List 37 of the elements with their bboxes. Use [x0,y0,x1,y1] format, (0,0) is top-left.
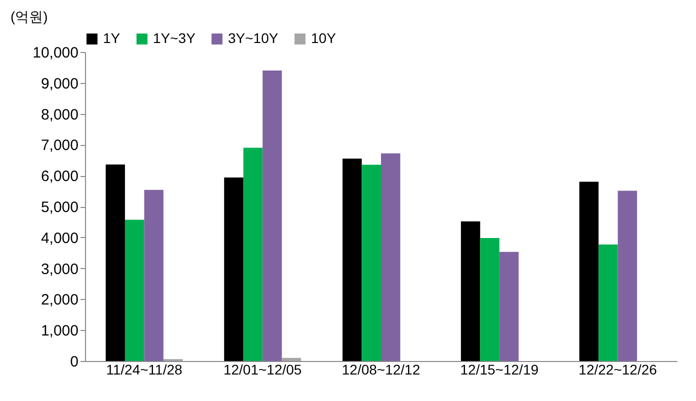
bar [106,164,125,361]
bar [144,190,164,361]
y-tick-label: 0 [70,354,78,370]
y-tick-label: 8,000 [40,106,78,124]
y-tick-label: 4,000 [40,230,78,247]
bar [262,70,282,361]
x-tick-label: 12/08~12/12 [342,362,420,378]
y-tick-label: 2,000 [40,292,78,309]
bar [460,221,480,361]
x-tick-label: 12/22~12/26 [578,362,658,378]
bar [362,164,381,361]
bar [243,148,263,361]
bar [124,220,144,361]
bar [579,182,599,361]
bar [598,244,618,361]
bar [381,153,400,361]
x-tick-label: 12/01~12/05 [223,362,302,378]
legend-label: 1Y~3Y [153,30,196,46]
bar [342,158,362,361]
x-tick-label: 11/24~11/28 [106,362,182,378]
legend-label: 3Y~10Y [228,30,279,46]
legend-label: 1Y [103,30,121,46]
y-tick-label: 7,000 [40,137,78,154]
y-tick-label: 3,000 [40,260,78,278]
y-tick-label: 1,000 [40,322,78,340]
y-tick-label: 10,000 [32,44,78,62]
bar [224,177,244,361]
y-axis-title: (억원) [10,8,48,24]
bar [499,252,519,361]
y-tick-label: 6,000 [40,168,78,186]
x-tick-label: 12/15~12/19 [460,362,539,378]
y-tick-label: 5,000 [40,199,78,216]
bar [282,358,302,361]
bar [618,190,638,361]
y-tick-label: 9,000 [40,75,78,92]
legend-label: 10Y [311,30,337,46]
bar [480,238,500,361]
